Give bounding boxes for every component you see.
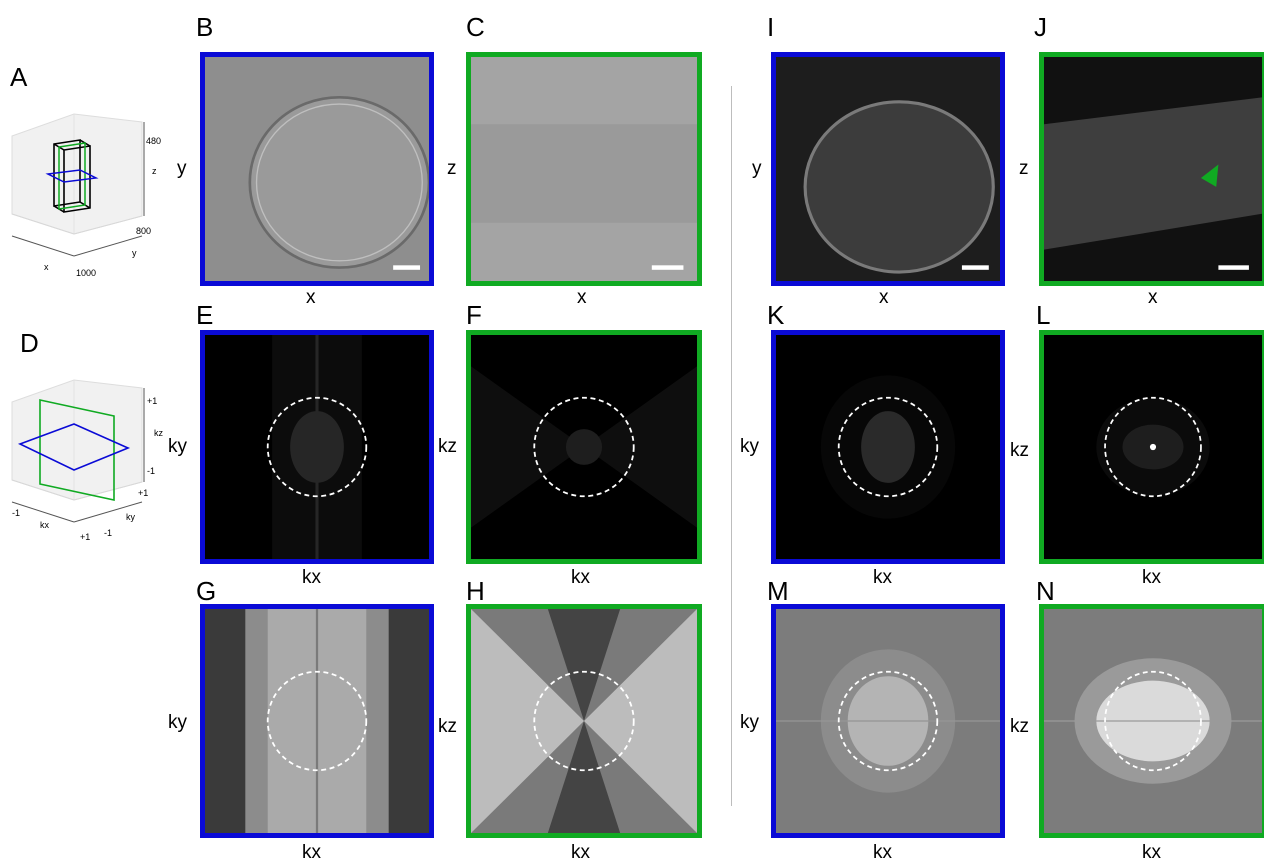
axis-label-g-ky: ky <box>168 712 187 733</box>
axis-label-i-x: x <box>879 287 889 308</box>
schematic-a-x-tick: 1000 <box>76 268 96 278</box>
schematic-d-y-top: +1 <box>138 488 148 498</box>
panel-letter-b: B <box>196 12 214 42</box>
schematic-fourier-d: +1 kz -1 +1 ky -1 -1 kx +1 <box>11 379 164 542</box>
schematic-d-z-label: kz <box>154 428 164 438</box>
panel-letter-c: C <box>466 12 485 42</box>
green-arrowhead-icon <box>1200 164 1219 187</box>
axis-label-g-kx: kx <box>302 842 321 863</box>
axis-label-b-x: x <box>306 287 316 308</box>
panel-letter-e: E <box>196 300 214 330</box>
axis-label-e-ky: ky <box>168 436 187 457</box>
panel-letter-f: F <box>466 300 482 330</box>
axis-label-k-kx: kx <box>873 567 892 588</box>
axis-label-k-ky: ky <box>740 436 759 457</box>
axis-label-j-x: x <box>1148 287 1158 308</box>
panel-h-fft-xz-log <box>466 604 702 838</box>
panel-n-fft-xz-denoised-log <box>1039 604 1264 838</box>
panel-f-fft-xz <box>466 330 702 564</box>
panel-letter-n: N <box>1036 576 1055 606</box>
panel-letter-h: H <box>466 576 485 606</box>
schematic-a-y-label: y <box>132 248 137 258</box>
panel-letter-a: A <box>10 62 28 92</box>
schematic-d-y-bottom: -1 <box>104 528 112 538</box>
panel-letter-l: L <box>1036 300 1051 330</box>
axis-label-l-kx: kx <box>1142 567 1161 588</box>
panel-j-xz-denoised <box>1039 52 1264 286</box>
axis-label-m-ky: ky <box>740 712 759 733</box>
axis-label-i-y: y <box>752 158 762 179</box>
schematic-d-x-left: -1 <box>12 508 20 518</box>
schematic-a-y-tick: 800 <box>136 226 151 236</box>
axis-label-h-kx: kx <box>571 842 590 863</box>
panel-l-fft-xz-denoised <box>1039 330 1264 564</box>
panel-i-xy-denoised <box>771 52 1005 286</box>
axis-label-n-kx: kx <box>1142 842 1161 863</box>
panel-m-fft-xy-denoised-log <box>771 604 1005 838</box>
panel-letter-j: J <box>1034 12 1047 42</box>
axis-label-m-kx: kx <box>873 842 892 863</box>
axis-label-l-kz: kz <box>1010 440 1029 461</box>
panel-letter-i: I <box>767 12 775 42</box>
schematic-a-z-tick: 480 <box>146 136 161 146</box>
axis-label-j-z: z <box>1019 158 1029 179</box>
schematic-a-x-label: x <box>44 262 49 272</box>
schematic-volume-a: 480 z 800 y x 1000 <box>11 113 161 278</box>
panel-letter-k: K <box>767 300 785 330</box>
panel-letter-m: M <box>767 576 789 606</box>
panel-c-xz-slice <box>466 52 702 286</box>
axis-label-h-kz: kz <box>438 716 457 737</box>
schematic-d-z-top: +1 <box>147 396 157 406</box>
schematic-d-x-label: kx <box>40 520 50 530</box>
axis-label-n-kz: kz <box>1010 716 1029 737</box>
axis-label-c-z: z <box>447 158 457 179</box>
axis-label-c-x: x <box>577 287 587 308</box>
panel-k-fft-xy-denoised <box>771 330 1005 564</box>
axis-label-b-y: y <box>177 158 187 179</box>
panel-e-fft-xy <box>200 330 434 564</box>
schematic-a-z-label: z <box>152 166 157 176</box>
schematic-d-y-label: ky <box>126 512 136 522</box>
axis-label-f-kx: kx <box>571 567 590 588</box>
column-divider <box>731 86 732 806</box>
axis-label-e-kx: kx <box>302 567 321 588</box>
panel-letter-d: D <box>20 328 39 358</box>
schematic-d-z-bottom: -1 <box>147 466 155 476</box>
panel-b-xy-slice <box>200 52 434 286</box>
axis-label-f-kz: kz <box>438 436 457 457</box>
schematic-d-x-right: +1 <box>80 532 90 542</box>
panel-letter-g: G <box>196 576 217 606</box>
panel-g-fft-xy-log <box>200 604 434 838</box>
